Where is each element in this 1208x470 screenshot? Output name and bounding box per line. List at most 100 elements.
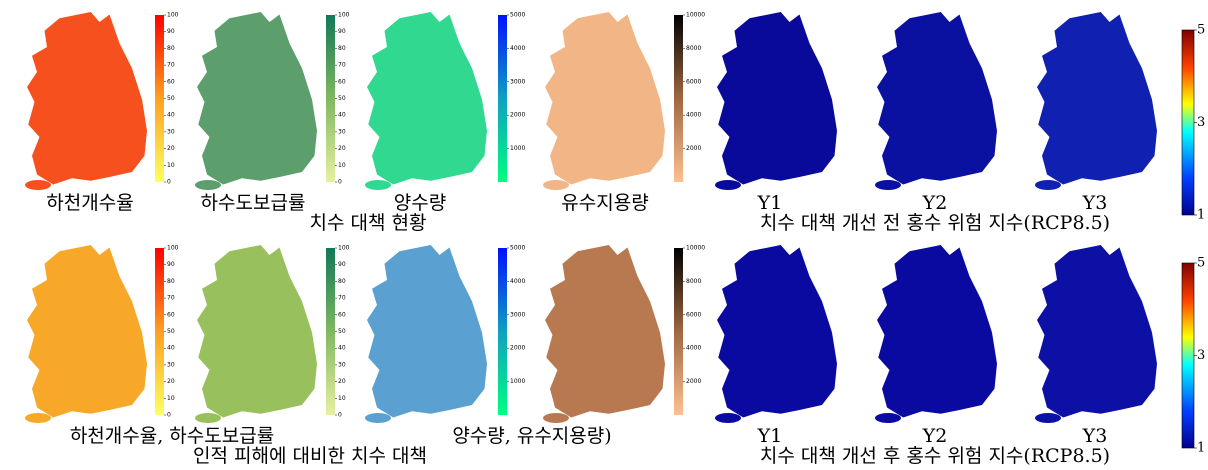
- colorbar-tick-label: 1000: [510, 378, 525, 385]
- colorbar-tick-label: 100: [167, 12, 179, 19]
- map: [197, 12, 317, 185]
- map-region: [877, 245, 997, 418]
- colorbar-tick-label: 30: [338, 361, 346, 368]
- colorbar-tick-label: 40: [167, 345, 175, 352]
- colorbar-tick-label: 80: [338, 45, 346, 52]
- colorbar-tick-label: 30: [338, 128, 346, 135]
- colorbar-tick-label: 60: [167, 78, 175, 85]
- map-region: [27, 245, 147, 418]
- colorbar-tick-label: 30: [167, 361, 175, 368]
- map-region: [197, 12, 317, 185]
- colorbar-tick-label: 100: [338, 245, 350, 252]
- colorbar-tick-label: 4000: [686, 112, 701, 119]
- colorbar-tick-label: 20: [338, 145, 346, 152]
- map: [717, 12, 837, 185]
- colorbar-tick-label: 10: [167, 162, 175, 169]
- map-label: Y1: [757, 425, 783, 447]
- colorbar-tick-label: 4000: [510, 278, 525, 285]
- jeju: [543, 180, 569, 190]
- map-label: 하천개수율, 하수도보급률: [70, 425, 274, 447]
- colorbar-tick-label: 90: [338, 261, 346, 268]
- colorbar-tick-label: 8000: [686, 45, 701, 52]
- colorbar-tick-label: 2000: [510, 345, 525, 352]
- map-label: 양수량: [394, 192, 446, 214]
- map: [545, 12, 665, 185]
- colorbar-tick-label: 10: [338, 162, 346, 169]
- colorbar-tick-label: 100: [338, 12, 350, 19]
- jeju: [195, 180, 221, 190]
- map: [877, 245, 997, 418]
- risk-tick-label: 5: [1197, 256, 1205, 271]
- colorbar: [155, 248, 164, 415]
- colorbar-tick-label: 80: [338, 278, 346, 285]
- jeju: [715, 413, 741, 423]
- colorbar-tick-label: 60: [167, 311, 175, 318]
- risk-caption: 치수 대책 개선 전 홍수 위험 지수(RCP8.5): [760, 212, 1110, 234]
- colorbar-tick-label: 70: [167, 62, 175, 69]
- colorbar-tick-label: 2000: [510, 112, 525, 119]
- map-region: [1037, 12, 1157, 185]
- colorbar-tick-label: 6000: [686, 78, 701, 85]
- colorbar-tick-label: 90: [338, 28, 346, 35]
- colorbar: [326, 248, 335, 415]
- colorbar-tick-label: 10000: [686, 245, 705, 252]
- colorbar-tick-label: 30: [167, 128, 175, 135]
- risk-caption: 치수 대책 개선 후 홍수 위험 지수(RCP8.5): [760, 445, 1110, 466]
- map-label: Y2: [922, 425, 948, 447]
- map: [27, 12, 147, 185]
- map: [877, 12, 997, 185]
- map-region: [545, 245, 665, 418]
- colorbar-tick-label: 3000: [510, 311, 525, 318]
- colorbar-tick-label: 2000: [686, 378, 701, 385]
- jeju: [715, 180, 741, 190]
- jeju: [365, 413, 391, 423]
- map-label: 하수도보급률: [201, 192, 306, 214]
- colorbar-tick-label: 3000: [510, 78, 525, 85]
- map: [545, 245, 665, 418]
- colorbar-tick-label: 50: [167, 95, 175, 102]
- colorbar-tick-label: 50: [167, 328, 175, 335]
- colorbar-tick-label: 0: [167, 179, 171, 186]
- map-label: 유수지용량: [561, 192, 648, 214]
- map-region: [367, 12, 487, 185]
- map-region: [545, 12, 665, 185]
- colorbar-tick-label: 70: [338, 62, 346, 69]
- colorbar: [326, 15, 335, 182]
- colorbar-tick-label: 8000: [686, 278, 701, 285]
- figure: 0102030405060708090100010203040506070809…: [0, 0, 1208, 466]
- risk-tick-label: 1: [1197, 441, 1205, 456]
- jeju: [365, 180, 391, 190]
- colorbar: [674, 248, 683, 415]
- colorbar-tick-label: 10: [167, 395, 175, 402]
- colorbar-tick-label: 60: [338, 311, 346, 318]
- map-region: [1037, 245, 1157, 418]
- colorbar-tick-label: 60: [338, 78, 346, 85]
- risk-tick-label: 1: [1197, 208, 1205, 223]
- colorbar-tick-label: 50: [338, 95, 346, 102]
- colorbar-tick-label: 80: [167, 278, 175, 285]
- map-region: [717, 245, 837, 418]
- colorbar-tick-label: 10: [338, 395, 346, 402]
- colorbar-tick-label: 70: [167, 295, 175, 302]
- map: [197, 245, 317, 418]
- colorbar: [155, 15, 164, 182]
- colorbar-tick-label: 4000: [510, 45, 525, 52]
- caption: 인적 피해에 대비한 치수 대책: [193, 445, 427, 466]
- colorbar-tick-label: 20: [167, 378, 175, 385]
- map-region: [27, 12, 147, 185]
- map-label: Y3: [1082, 425, 1108, 447]
- colorbar: [498, 248, 507, 415]
- jeju: [195, 413, 221, 423]
- map-label: Y3: [1082, 192, 1108, 214]
- jeju: [1035, 180, 1061, 190]
- jeju: [875, 180, 901, 190]
- colorbar-tick-label: 90: [167, 261, 175, 268]
- colorbar-tick-label: 6000: [686, 311, 701, 318]
- map-region: [367, 245, 487, 418]
- jeju: [25, 413, 51, 423]
- map: [367, 245, 487, 418]
- colorbar: [498, 15, 507, 182]
- jeju: [1035, 413, 1061, 423]
- jeju: [25, 180, 51, 190]
- map-label: Y2: [922, 192, 948, 214]
